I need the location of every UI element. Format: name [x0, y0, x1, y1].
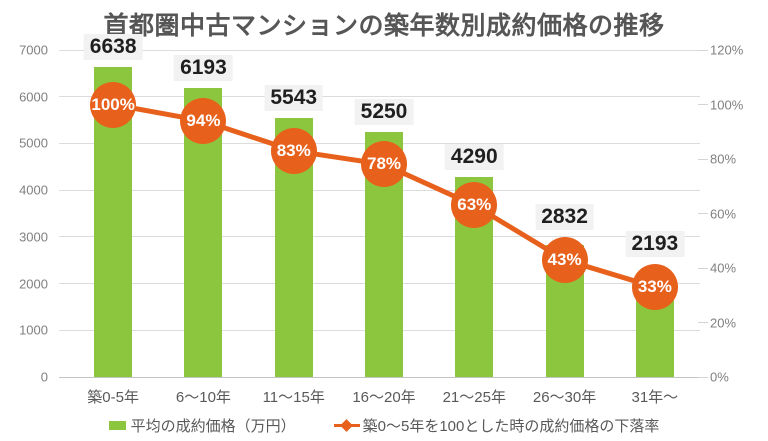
bar-legend-label: 平均の成約価格（万円）	[130, 417, 296, 435]
right-axis-tick-label: 0%	[710, 369, 729, 385]
left-axis-tick-label: 3000	[19, 229, 48, 245]
right-axis-tick	[698, 267, 708, 269]
legend-item-line: 築0〜5年を100とした時の成約価格の下落率	[333, 415, 660, 436]
left-axis: 0 1000 2000 3000 4000 5000 6000 7000	[0, 43, 48, 385]
category-label: 築0-5年	[87, 389, 139, 406]
category-label: 6〜10年	[175, 389, 231, 406]
right-axis-tick-label: 120%	[710, 42, 744, 58]
right-axis-tick	[698, 322, 708, 323]
bar-value-label: 6638	[83, 33, 143, 60]
category-label: 26〜30年	[532, 389, 597, 406]
bar-value-label: 2832	[535, 203, 594, 230]
right-axis-tick	[698, 376, 708, 378]
left-axis-tick-label: 1000	[19, 322, 48, 338]
right-axis-tick-label: 40%	[710, 260, 737, 276]
bar-value-label: 5250	[354, 98, 414, 125]
line-marker-21〜25年: 63%	[451, 182, 498, 229]
x-axis-line	[59, 376, 700, 378]
chart-title: 首都圏中古マンションの築年数別成約価格の推移	[103, 12, 665, 40]
line-marker-11〜15年: 83%	[270, 127, 317, 174]
right-axis-tick-label: 20%	[710, 315, 737, 330]
bar-legend-swatch-icon	[108, 420, 126, 430]
gridline	[59, 49, 700, 51]
bar-value-label: 4290	[444, 143, 504, 170]
bar-value-label: 5543	[264, 85, 324, 112]
bar-value-label: 2193	[625, 231, 685, 258]
category-label: 31年〜	[631, 389, 679, 406]
category-label: 16〜20年	[352, 389, 416, 406]
legend-item-bar: 平均の成約価格（万円）	[108, 415, 296, 436]
right-axis-tick-label: 60%	[710, 206, 737, 221]
plot-area: 100% 94% 83% 78% 63% 43% 33% 6638 6193 5543 5250 42…	[59, 33, 708, 378]
right-axis-tick	[698, 158, 708, 160]
category-label: 11〜15年	[262, 389, 325, 406]
left-axis-tick-label: 0	[40, 369, 48, 385]
left-axis-tick-label: 4000	[19, 182, 48, 198]
left-axis-tick-label: 2000	[19, 276, 48, 292]
bar-value-label: 6193	[174, 54, 233, 81]
right-axis-tick	[698, 49, 708, 51]
category-label: 21〜25年	[442, 389, 506, 406]
left-axis-tick-label: 7000	[19, 42, 48, 58]
category-axis: 築0-5年 6〜10年 11〜15年 16〜20年 21〜25年 26〜30年 31年〜	[68, 383, 700, 406]
legend: 平均の成約価格（万円） 築0〜5年を100とした時の成約価格の下落率	[0, 414, 768, 436]
line-marker-26〜30年: 43%	[541, 236, 588, 283]
right-axis-tick	[698, 213, 708, 214]
line-marker-築0-5年: 100%	[90, 81, 137, 128]
right-axis-tick-label: 80%	[710, 151, 737, 167]
line-legend-label: 築0〜5年を100とした時の成約価格の下落率	[362, 417, 660, 435]
line-legend-marker-icon	[333, 418, 360, 432]
left-axis-tick-label: 5000	[19, 135, 48, 151]
right-axis-tick-label: 100%	[710, 97, 744, 112]
right-axis-tick	[698, 104, 708, 105]
left-axis-tick-label: 6000	[19, 89, 48, 105]
right-axis: 0% 20% 40% 60% 80% 100% 120%	[710, 43, 768, 385]
line-marker-31年〜: 33%	[631, 264, 678, 311]
gridline	[59, 96, 700, 98]
line-marker-16〜20年: 78%	[361, 141, 407, 188]
line-marker-6〜10年: 94%	[180, 97, 227, 144]
